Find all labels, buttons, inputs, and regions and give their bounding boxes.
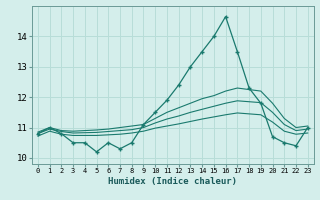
X-axis label: Humidex (Indice chaleur): Humidex (Indice chaleur) [108,177,237,186]
